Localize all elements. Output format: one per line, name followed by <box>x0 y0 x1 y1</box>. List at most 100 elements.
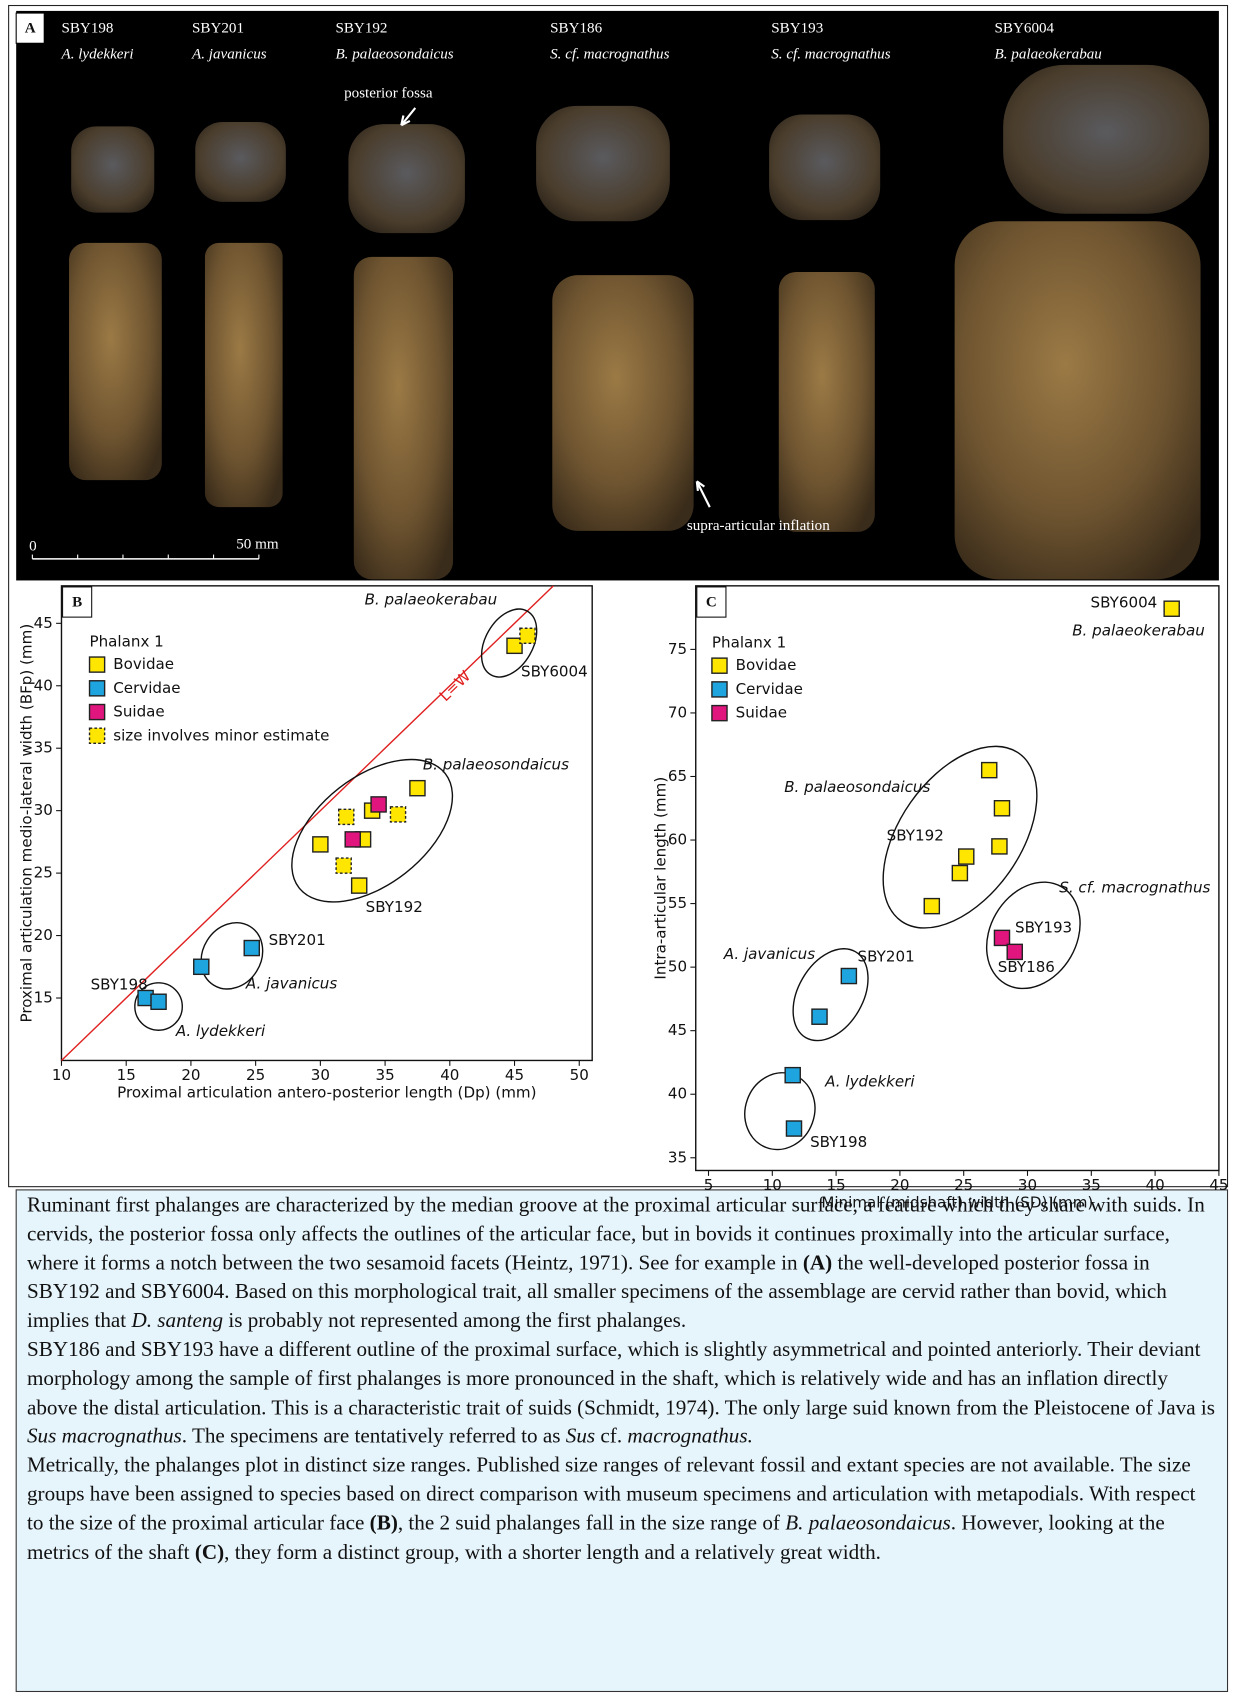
legend-label: Cervidae <box>113 679 180 697</box>
x-tick-label: 20 <box>890 1176 909 1194</box>
articular-face <box>1003 64 1210 214</box>
reference-line <box>60 585 554 1061</box>
specimen-id: SBY192 <box>335 21 387 37</box>
taxon-label: B. palaeokerabau <box>1072 622 1205 640</box>
y-tick-label: 35 <box>668 1148 687 1166</box>
x-tick-label: 40 <box>1145 1176 1164 1194</box>
specimen-label: SBY6004 <box>1091 594 1158 612</box>
y-tick-label: 15 <box>34 989 53 1007</box>
taxon-label: B. palaeosondaicus <box>423 755 569 773</box>
y-axis-title: Proximal articulation medio-lateral widt… <box>17 624 35 1023</box>
x-tick-label: 35 <box>1082 1176 1101 1194</box>
y-tick-label: 25 <box>34 864 53 882</box>
specimen-photos <box>69 64 1210 580</box>
legend-label: size involves minor estimate <box>113 726 329 744</box>
group-ellipse <box>985 881 1081 990</box>
specimen-taxon: A. lydekkeri <box>60 47 133 63</box>
specimen-taxon: S. cf. macrognathus <box>550 47 669 63</box>
data-point <box>150 993 167 1011</box>
phalanx-shaft <box>552 275 694 531</box>
panel-label-box <box>696 586 727 618</box>
legend-title: Phalanx 1 <box>712 634 786 652</box>
articular-face <box>71 126 155 213</box>
arrow <box>400 107 417 127</box>
taxon-label: B. palaeokerabau <box>365 590 498 608</box>
data-point <box>958 848 975 865</box>
caption-paragraph: SBY186 and SBY193 have a different outli… <box>27 1337 1217 1453</box>
data-point <box>980 761 998 779</box>
articular-face <box>536 105 670 222</box>
panel-label: A <box>25 21 36 37</box>
caption-run: macrognathus. <box>627 1425 753 1449</box>
data-point <box>344 831 361 848</box>
x-tick-label: 15 <box>117 1066 136 1084</box>
data-point <box>1163 600 1180 617</box>
annotation: supra-articular inflation <box>687 518 830 534</box>
scale-label: 50 mm <box>236 536 279 552</box>
y-tick-label: 65 <box>668 767 687 785</box>
phalanx-shaft <box>204 242 283 508</box>
caption-text: Ruminant first phalanges are characteriz… <box>16 1190 1227 1570</box>
y-tick-label: 40 <box>668 1085 687 1103</box>
legend-swatch <box>711 657 728 674</box>
specimen-taxon: B. palaeosondaicus <box>335 47 453 63</box>
phalanx-shaft <box>353 256 454 580</box>
caption: Ruminant first phalanges are characteriz… <box>16 1190 1227 1570</box>
legend-swatch <box>88 680 106 697</box>
arrow <box>695 480 711 508</box>
legend-swatch <box>88 703 106 721</box>
y-tick-label: 45 <box>34 614 53 632</box>
caption-run: (B) <box>369 1512 398 1535</box>
figure-frame <box>8 4 1229 1188</box>
y-tick-label: 30 <box>34 801 53 819</box>
caption-run: cf. <box>595 1425 628 1449</box>
legend-swatch <box>88 727 106 745</box>
y-tick-label: 45 <box>668 1021 687 1039</box>
caption-run: Sus macrognathus <box>26 1425 182 1449</box>
specimen-id: SBY6004 <box>995 21 1055 37</box>
y-tick-label: 75 <box>668 640 687 658</box>
y-tick-label: 50 <box>668 958 687 976</box>
x-tick-label: 40 <box>440 1066 459 1084</box>
x-tick-label: 45 <box>505 1066 524 1084</box>
data-point <box>338 808 355 826</box>
data-point <box>312 836 329 853</box>
taxon-label: A. lydekkeri <box>175 1022 266 1040</box>
data-point <box>923 897 941 915</box>
specimen-label: SBY198 <box>91 975 148 993</box>
data-point <box>243 939 261 957</box>
data-point <box>993 929 1011 947</box>
legend-title: Phalanx 1 <box>90 632 164 650</box>
taxon-label: S. cf. macrognathus <box>1059 878 1210 896</box>
panel-label-box <box>62 586 93 618</box>
caption-run: . However, looking at the metrics of the… <box>26 1512 1165 1564</box>
specimen-taxon: A. javanicus <box>191 47 267 63</box>
scale-label: 0 <box>29 538 37 554</box>
group-ellipse <box>882 745 1038 929</box>
specimen-label: SBY201 <box>269 931 326 949</box>
phalanx-shaft <box>69 242 162 481</box>
caption-run: , the 2 suid phalanges fall in the size … <box>397 1512 786 1535</box>
data-point <box>1006 943 1023 961</box>
caption-run: . The specimens are tentatively referred… <box>181 1425 566 1449</box>
phalanx-shaft <box>954 221 1201 580</box>
caption-run: B. palaeosondaicus <box>785 1512 951 1535</box>
specimen-taxon: B. palaeokerabau <box>995 47 1102 63</box>
group-ellipse <box>792 948 869 1042</box>
specimen-label: SBY201 <box>858 947 915 965</box>
legend-label: Bovidae <box>736 656 797 674</box>
x-tick-label: 50 <box>570 1066 589 1084</box>
articular-face <box>195 122 286 202</box>
panel-label-box <box>15 12 45 44</box>
caption-run: Metrically, the phalanges plot in distin… <box>26 1454 1196 1535</box>
legend-swatch <box>711 704 728 722</box>
specimen-id: SBY201 <box>192 21 244 37</box>
data-point <box>784 1066 801 1084</box>
legend-label: Suidae <box>113 703 164 721</box>
specimen-label: SBY186 <box>998 958 1055 976</box>
x-tick-label: 30 <box>1018 1176 1037 1194</box>
specimen-label: SBY198 <box>810 1133 867 1151</box>
caption-run: the well-developed posterior fossa in SB… <box>26 1252 1167 1333</box>
data-point <box>350 877 368 894</box>
caption-run: Sus <box>565 1425 596 1449</box>
